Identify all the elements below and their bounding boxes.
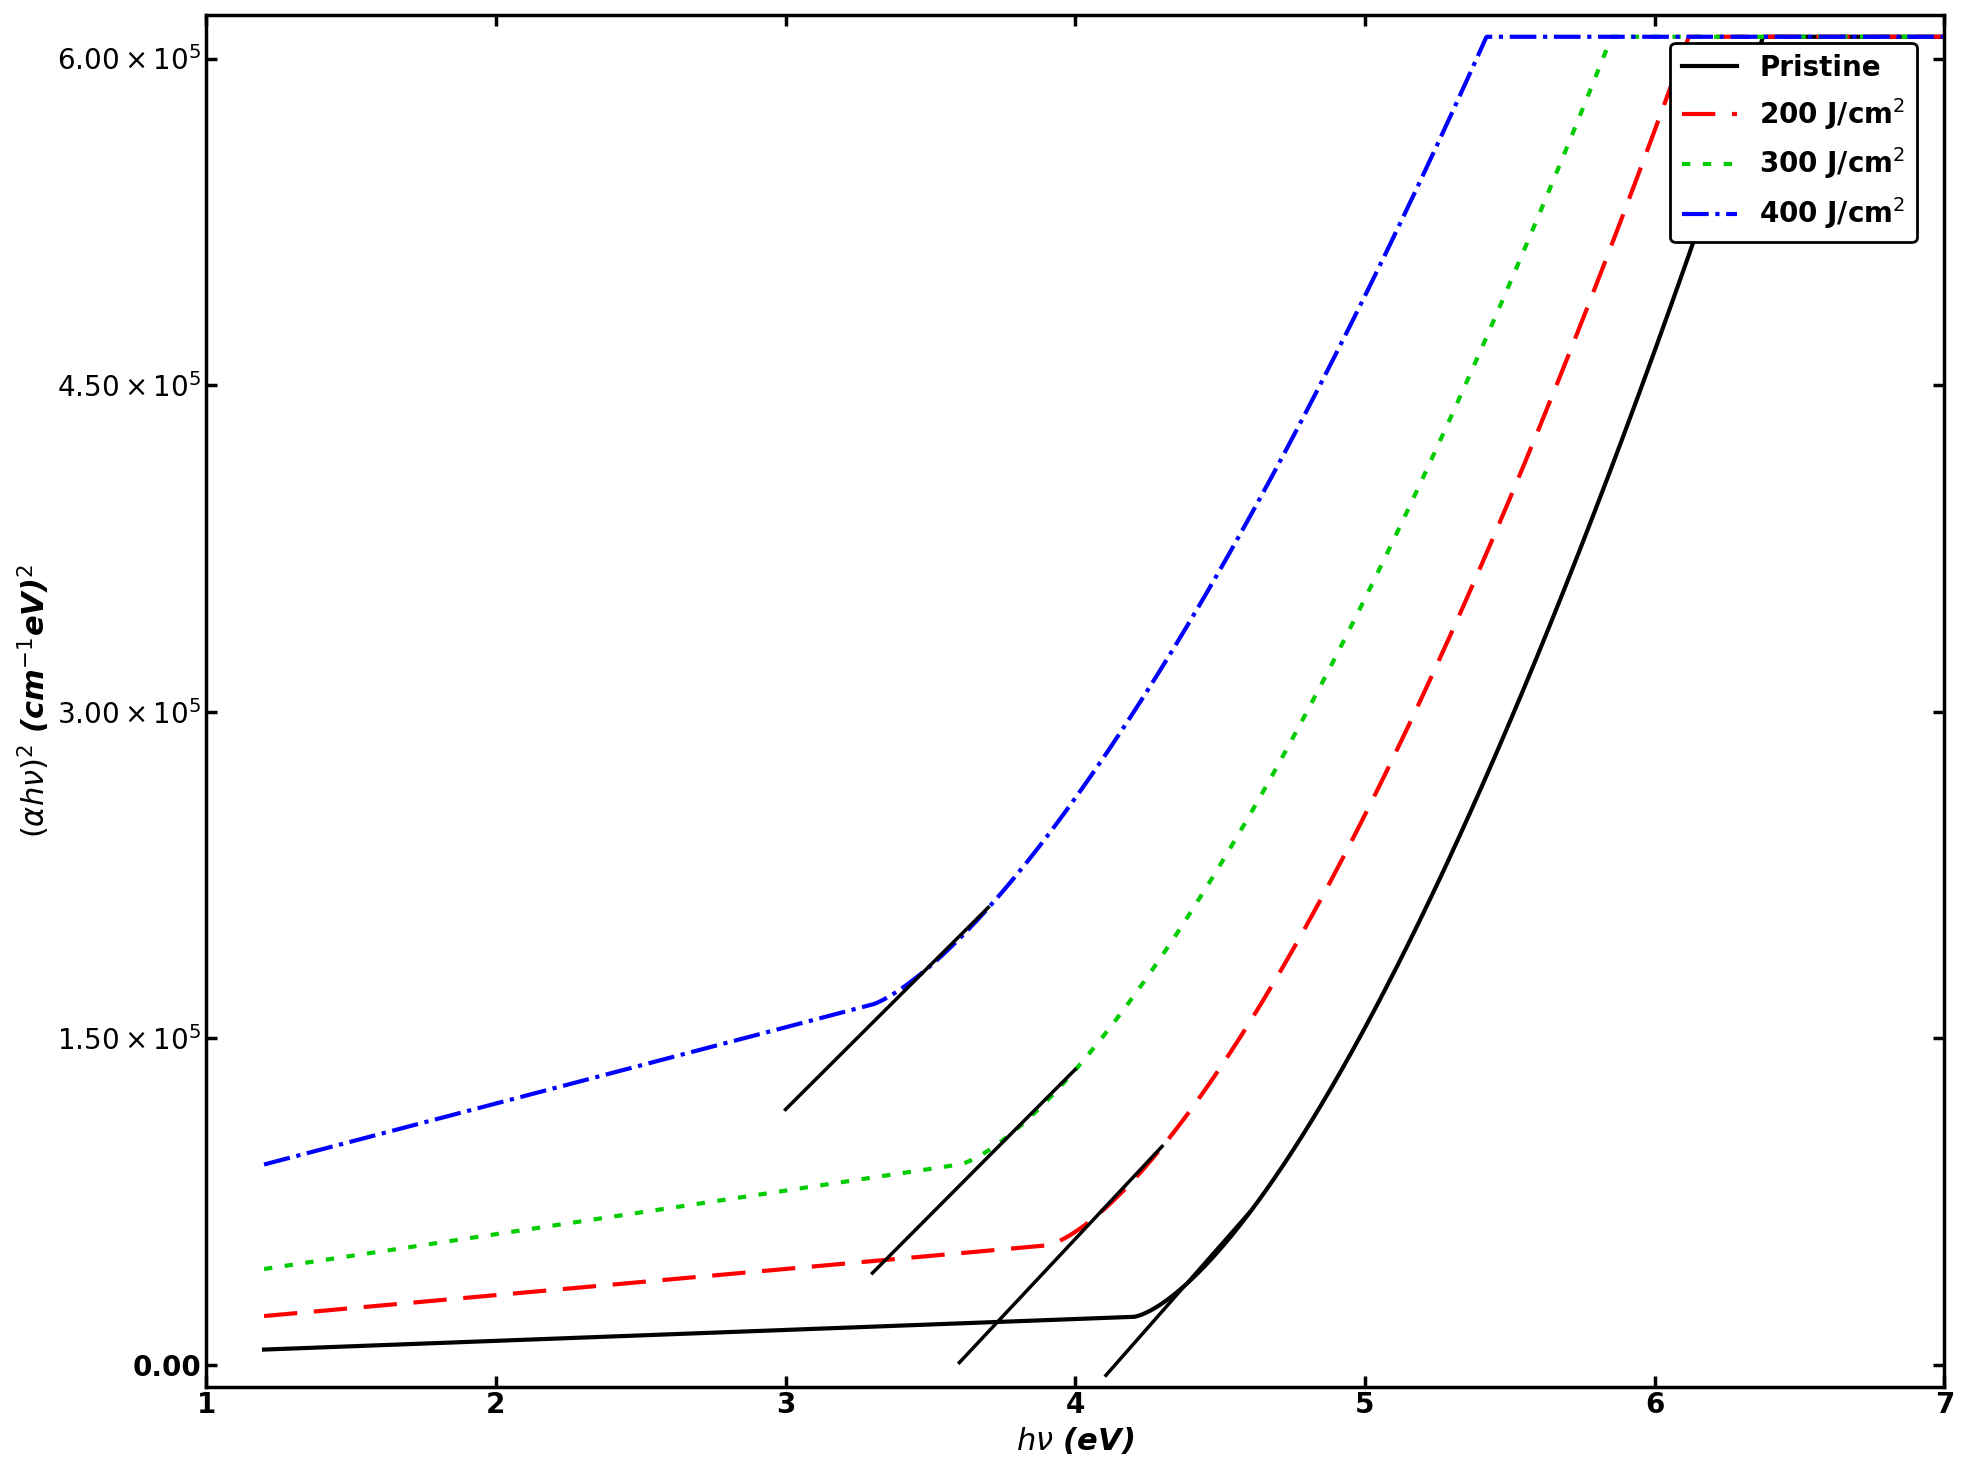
Legend: Pristine, 200 J/cm$^2$, 300 J/cm$^2$, 400 J/cm$^2$: Pristine, 200 J/cm$^2$, 300 J/cm$^2$, 40… xyxy=(1670,43,1916,243)
400 J/cm$^2$ xyxy=(1024,841,1048,859)
300 J/cm$^2$ xyxy=(1024,1102,1048,1119)
400 J/cm$^2$ xyxy=(252,1156,276,1174)
300 J/cm$^2$ xyxy=(1932,28,1955,46)
Line: 300 J/cm$^2$: 300 J/cm$^2$ xyxy=(264,37,1943,1269)
Pristine xyxy=(252,1340,276,1358)
400 J/cm$^2$ xyxy=(1884,28,1908,46)
Pristine xyxy=(1575,522,1599,540)
400 J/cm$^2$ xyxy=(1475,28,1498,46)
400 J/cm$^2$ xyxy=(1575,28,1599,46)
200 J/cm$^2$ xyxy=(1932,28,1955,46)
300 J/cm$^2$ xyxy=(1575,90,1599,107)
Line: 200 J/cm$^2$: 200 J/cm$^2$ xyxy=(264,37,1943,1317)
200 J/cm$^2$ xyxy=(339,1299,362,1317)
Y-axis label: $(\alpha h\nu)^2$ (cm$^{-1}$eV)$^2$: $(\alpha h\nu)^2$ (cm$^{-1}$eV)$^2$ xyxy=(16,563,51,838)
200 J/cm$^2$ xyxy=(1575,300,1599,318)
400 J/cm$^2$ xyxy=(339,1133,362,1150)
Line: 400 J/cm$^2$: 400 J/cm$^2$ xyxy=(264,37,1943,1165)
300 J/cm$^2$ xyxy=(1884,28,1908,46)
Pristine xyxy=(1024,1312,1048,1330)
Pristine xyxy=(1752,28,1776,46)
200 J/cm$^2$ xyxy=(1884,28,1908,46)
200 J/cm$^2$ xyxy=(1884,28,1908,46)
Pristine xyxy=(1884,28,1908,46)
200 J/cm$^2$ xyxy=(252,1308,276,1325)
200 J/cm$^2$ xyxy=(1678,28,1701,46)
Line: Pristine: Pristine xyxy=(264,37,1943,1349)
300 J/cm$^2$ xyxy=(339,1247,362,1265)
300 J/cm$^2$ xyxy=(1884,28,1908,46)
Pristine xyxy=(339,1337,362,1355)
300 J/cm$^2$ xyxy=(1069,1055,1093,1072)
400 J/cm$^2$ xyxy=(1932,28,1955,46)
Pristine xyxy=(1932,28,1955,46)
300 J/cm$^2$ xyxy=(1601,28,1624,46)
400 J/cm$^2$ xyxy=(1069,781,1093,799)
300 J/cm$^2$ xyxy=(252,1261,276,1278)
200 J/cm$^2$ xyxy=(1024,1237,1048,1255)
Pristine xyxy=(1884,28,1908,46)
X-axis label: $h\nu$ (eV): $h\nu$ (eV) xyxy=(1016,1425,1134,1456)
200 J/cm$^2$ xyxy=(1069,1219,1093,1237)
Pristine xyxy=(1069,1311,1093,1328)
400 J/cm$^2$ xyxy=(1884,28,1908,46)
